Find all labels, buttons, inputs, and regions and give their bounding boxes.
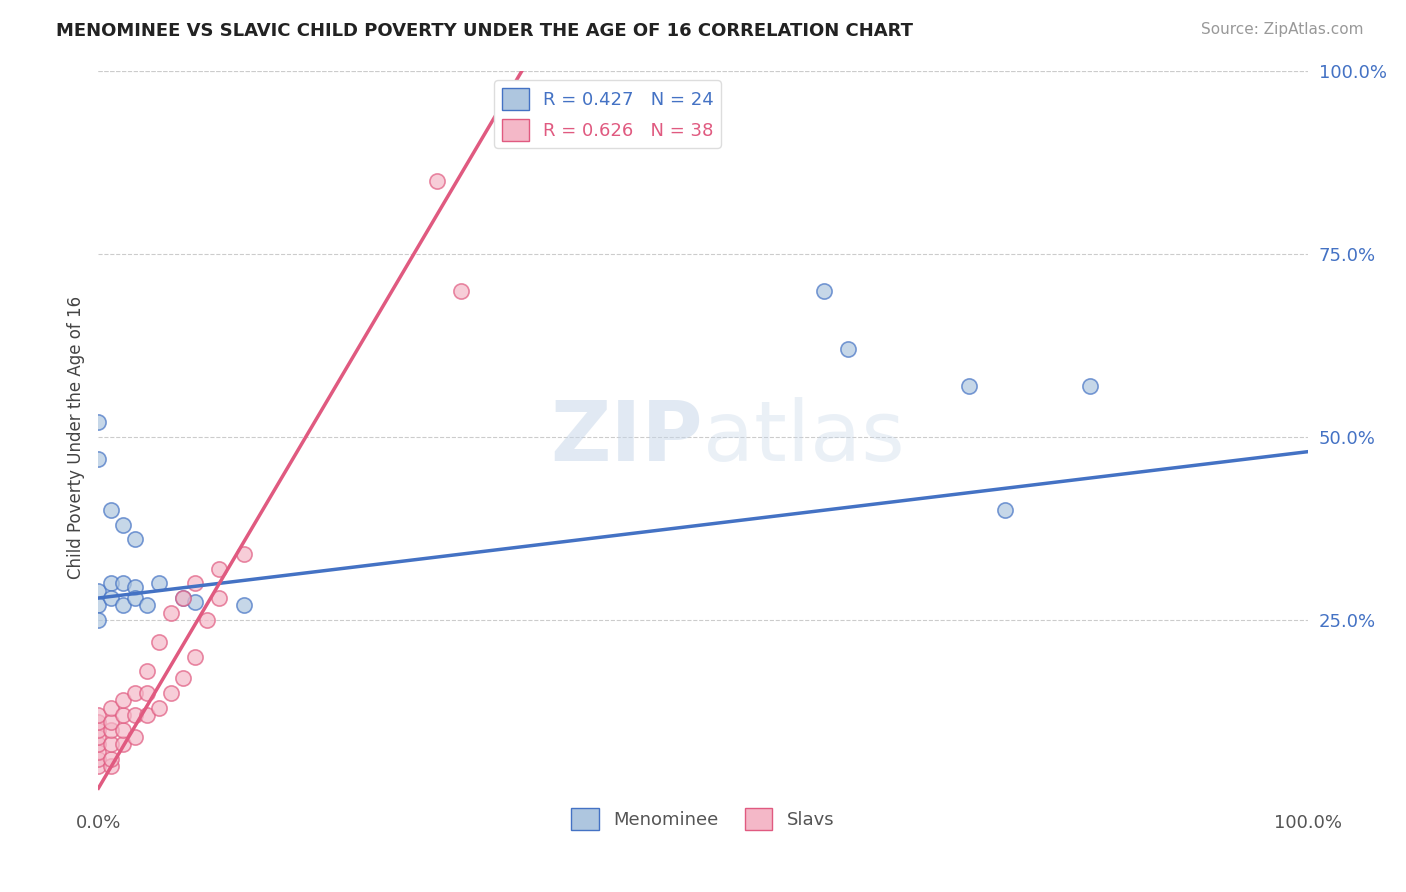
Point	[135, 664, 157, 678]
Text: Source: ZipAtlas.com: Source: ZipAtlas.com	[1201, 22, 1364, 37]
Point	[184, 594, 207, 608]
Point	[184, 576, 207, 591]
Point	[1078, 379, 1101, 393]
Point	[100, 503, 122, 517]
Point	[87, 759, 110, 773]
Point	[124, 533, 146, 547]
Point	[111, 599, 134, 613]
Y-axis label: Child Poverty Under the Age of 16: Child Poverty Under the Age of 16	[66, 295, 84, 579]
Point	[87, 416, 110, 430]
Point	[160, 686, 183, 700]
Point	[184, 649, 207, 664]
Point	[111, 576, 134, 591]
Point	[111, 693, 134, 707]
Point	[87, 737, 110, 751]
Legend: Menominee, Slavs: Menominee, Slavs	[564, 801, 842, 838]
Point	[87, 730, 110, 744]
Point	[100, 591, 122, 605]
Point	[195, 613, 218, 627]
Text: ZIP: ZIP	[551, 397, 703, 477]
Point	[172, 591, 194, 605]
Point	[148, 635, 170, 649]
Point	[172, 591, 194, 605]
Point	[111, 737, 134, 751]
Point	[172, 672, 194, 686]
Point	[87, 599, 110, 613]
Point	[87, 715, 110, 730]
Point	[135, 708, 157, 723]
Point	[124, 708, 146, 723]
Point	[124, 580, 146, 594]
Point	[100, 700, 122, 714]
Point	[232, 599, 254, 613]
Point	[135, 599, 157, 613]
Point	[87, 752, 110, 766]
Point	[100, 737, 122, 751]
Point	[994, 503, 1017, 517]
Point	[100, 723, 122, 737]
Point	[87, 452, 110, 467]
Point	[87, 708, 110, 723]
Point	[148, 700, 170, 714]
Point	[148, 576, 170, 591]
Point	[124, 730, 146, 744]
Point	[426, 174, 449, 188]
Text: atlas: atlas	[703, 397, 904, 477]
Point	[100, 715, 122, 730]
Point	[87, 723, 110, 737]
Point	[100, 576, 122, 591]
Point	[208, 562, 231, 576]
Point	[957, 379, 980, 393]
Point	[813, 284, 835, 298]
Point	[160, 606, 183, 620]
Point	[450, 284, 472, 298]
Point	[87, 745, 110, 759]
Point	[111, 517, 134, 532]
Point	[124, 686, 146, 700]
Point	[124, 591, 146, 605]
Point	[111, 708, 134, 723]
Text: MENOMINEE VS SLAVIC CHILD POVERTY UNDER THE AGE OF 16 CORRELATION CHART: MENOMINEE VS SLAVIC CHILD POVERTY UNDER …	[56, 22, 914, 40]
Point	[87, 613, 110, 627]
Point	[100, 752, 122, 766]
Point	[87, 583, 110, 598]
Point	[135, 686, 157, 700]
Point	[837, 343, 859, 357]
Point	[100, 759, 122, 773]
Point	[232, 547, 254, 561]
Point	[111, 723, 134, 737]
Point	[208, 591, 231, 605]
